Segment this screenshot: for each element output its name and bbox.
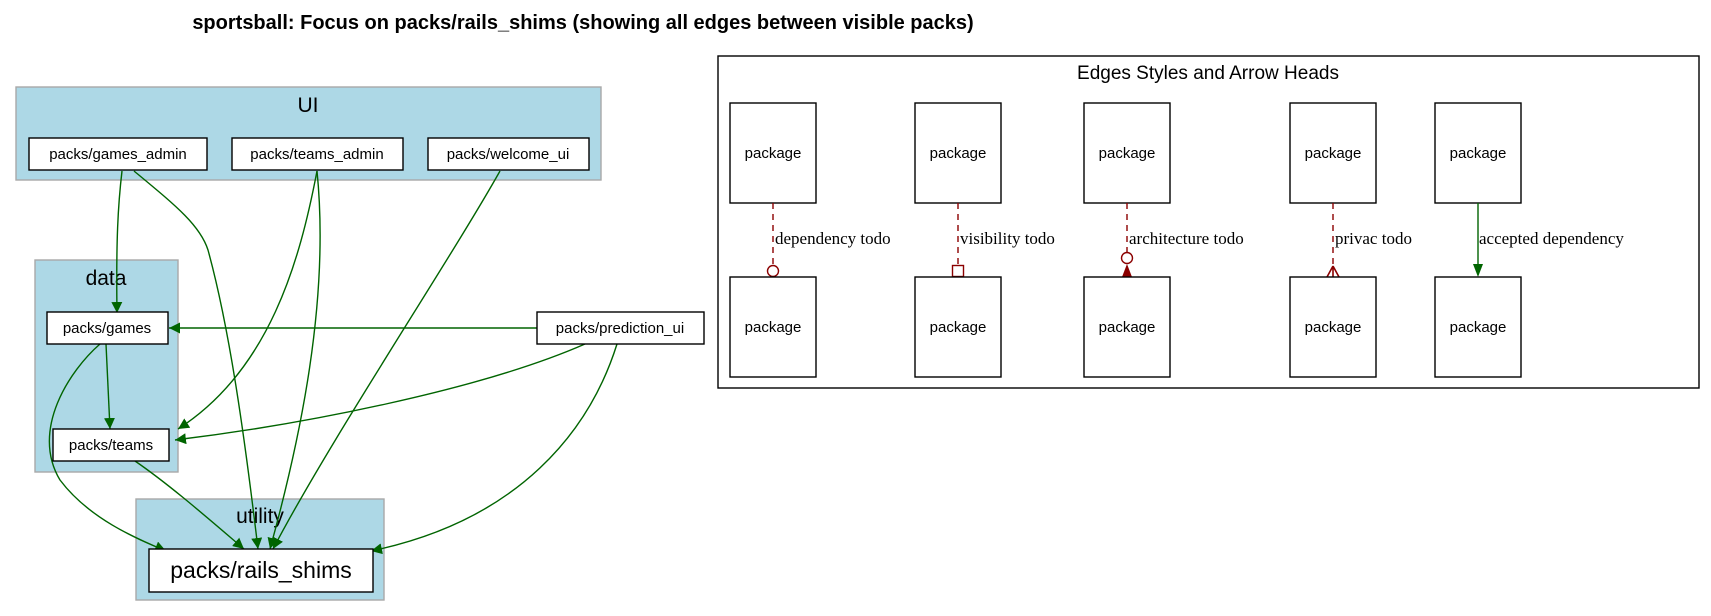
legend-node-label: package: [1450, 319, 1507, 336]
legend-node-label: package: [745, 145, 802, 162]
dependency-edges: [48, 170, 618, 555]
edge-prediction-ui-to-rails-shims: [370, 343, 618, 555]
legend-node-label: package: [1305, 319, 1362, 336]
node-prediction-ui-label: packs/prediction_ui: [556, 320, 684, 337]
edge-teams-admin-to-rails-shims: [267, 170, 321, 550]
cluster-utility-label: utility: [236, 505, 284, 528]
legend-node-label: package: [1305, 145, 1362, 162]
edge-games-to-teams: [103, 343, 115, 430]
node-games-admin[interactable]: packs/games_admin: [28, 137, 208, 171]
cluster-ui-label: UI: [298, 94, 319, 117]
legend-item-accepted-dependency: package package accepted dependency: [1434, 102, 1624, 378]
node-games[interactable]: packs/games: [46, 311, 169, 345]
odot-arrowhead-icon: [766, 264, 780, 278]
legend-edge-label: accepted dependency: [1479, 229, 1624, 248]
node-games-label: packs/games: [63, 320, 151, 337]
legend-edge-label: visibility todo: [960, 229, 1055, 248]
legend-node-label: package: [1450, 145, 1507, 162]
node-rails-shims[interactable]: packs/rails_shims: [148, 548, 374, 593]
node-rails-shims-label: packs/rails_shims: [170, 557, 352, 583]
legend-node-label: package: [1099, 319, 1156, 336]
legend-edge-label: dependency todo: [775, 229, 891, 248]
legend-item-visibility-todo: package package visibility todo: [914, 102, 1055, 378]
diagram-title: sportsball: Focus on packs/rails_shims (…: [192, 12, 973, 34]
invodot-arrowhead-icon: [1122, 264, 1132, 277]
legend-node-label: package: [745, 319, 802, 336]
edge-games-to-rails-shims: [48, 343, 167, 552]
node-teams[interactable]: packs/teams: [52, 428, 170, 462]
node-teams-admin[interactable]: packs/teams_admin: [231, 137, 404, 171]
legend-item-dependency-todo: package package dependency todo: [729, 102, 891, 378]
node-prediction-ui[interactable]: packs/prediction_ui: [536, 311, 705, 345]
crow-arrowhead-icon: [1326, 265, 1340, 278]
edge-games-admin-to-rails-shims: [133, 170, 263, 550]
legend-edge-label: privac todo: [1335, 229, 1412, 248]
edge-teams-to-rails-shims: [134, 460, 245, 550]
edge-games-admin-to-games: [111, 170, 123, 314]
legend-title: Edges Styles and Arrow Heads: [1077, 63, 1339, 84]
edge-prediction-ui-to-teams: [174, 343, 586, 445]
normal-arrowhead-icon: [1473, 264, 1483, 277]
legend: Edges Styles and Arrow Heads package pac…: [717, 55, 1700, 389]
legend-node-label: package: [930, 145, 987, 162]
obox-arrowhead-icon: [951, 264, 965, 278]
node-teams-label: packs/teams: [69, 437, 153, 454]
node-welcome-ui-label: packs/welcome_ui: [447, 146, 570, 163]
edge-teams-admin-to-teams: [177, 170, 318, 430]
legend-item-privacy-todo: package package privac todo: [1289, 102, 1412, 378]
cluster-data-label: data: [86, 267, 127, 290]
node-teams-admin-label: packs/teams_admin: [250, 146, 383, 163]
invodot-circle-icon: [1120, 251, 1134, 265]
legend-node-label: package: [930, 319, 987, 336]
edge-welcome-ui-to-rails-shims: [272, 170, 501, 550]
legend-item-architecture-todo: package package architecture todo: [1083, 102, 1244, 378]
node-games-admin-label: packs/games_admin: [49, 146, 187, 163]
legend-node-label: package: [1099, 145, 1156, 162]
node-welcome-ui[interactable]: packs/welcome_ui: [427, 137, 590, 171]
legend-edge-label: architecture todo: [1129, 229, 1244, 248]
